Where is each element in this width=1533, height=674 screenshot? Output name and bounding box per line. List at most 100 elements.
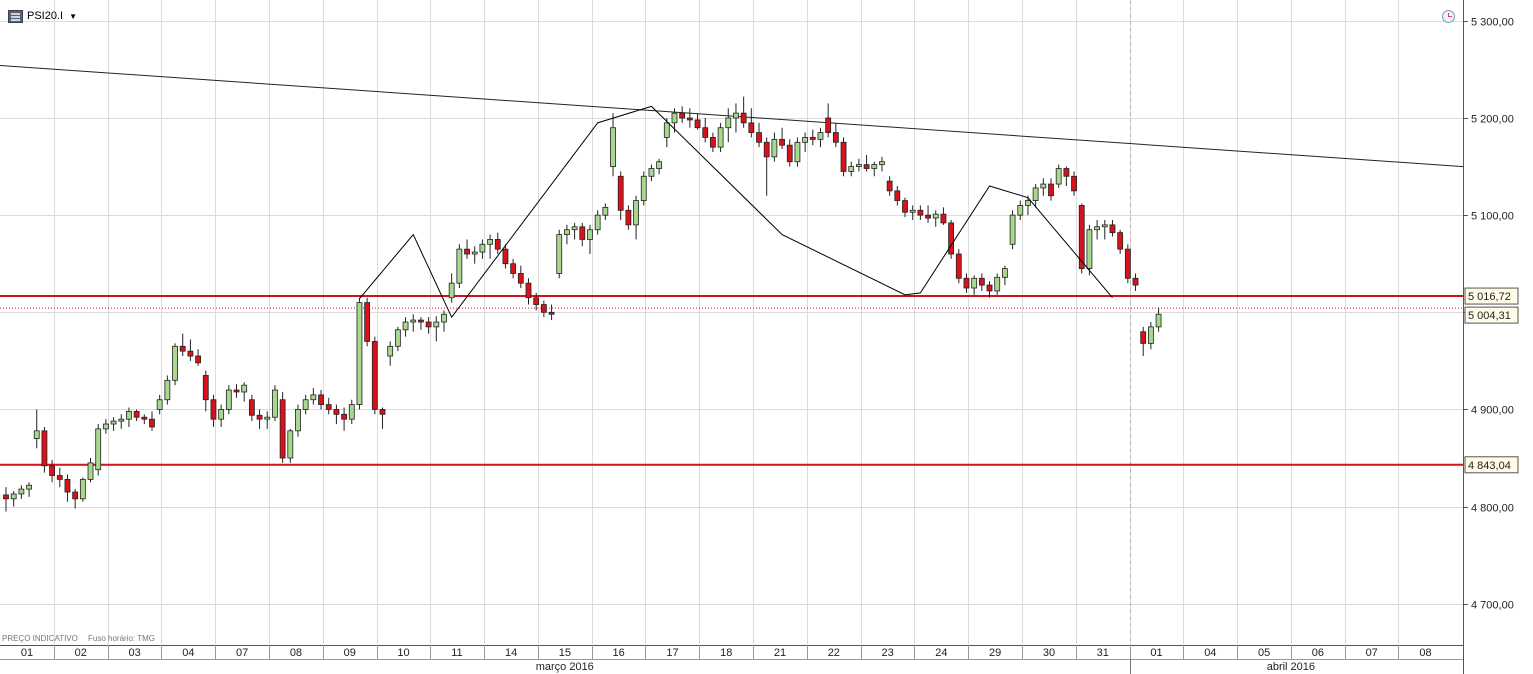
candle-up	[225, 389, 232, 410]
candle-down	[195, 355, 201, 364]
candle-up	[394, 329, 401, 347]
candle-up	[10, 493, 17, 500]
y-tick-label: 5 200,00	[1471, 114, 1514, 126]
candle-down	[179, 345, 186, 352]
candle-up	[1055, 168, 1062, 185]
candle-up	[1025, 200, 1031, 206]
chart-toolbar: PSI20.I ▼	[8, 8, 77, 24]
candle-down	[925, 214, 931, 219]
candle-up	[879, 161, 885, 166]
candle-up	[633, 200, 639, 226]
head-shoulders-pattern	[359, 105, 1113, 319]
candle-down	[502, 248, 509, 265]
candle-down	[425, 321, 432, 328]
candle-down	[809, 137, 816, 140]
x-tick-label: 01	[1150, 647, 1162, 659]
candle-up	[87, 462, 94, 480]
candle-down	[978, 277, 985, 286]
x-tick-label: 18	[720, 647, 732, 659]
candle-down	[364, 302, 371, 342]
price-note: PREÇO INDICATIVO	[2, 634, 78, 643]
candle-down	[940, 213, 947, 224]
candle-up	[295, 409, 301, 432]
candle-down	[256, 414, 263, 420]
x-tick-label: 31	[1097, 647, 1109, 659]
candle-up	[287, 430, 294, 459]
candle-down	[710, 137, 716, 148]
timezone-note: Fuso horário: TMG	[88, 634, 155, 643]
candle-up	[556, 234, 563, 274]
candle-down	[325, 404, 332, 410]
candle-up	[725, 117, 732, 129]
candle-down	[1078, 205, 1085, 269]
candle-up	[932, 213, 939, 219]
x-tick-label: 22	[828, 647, 840, 659]
candle-up	[1155, 313, 1162, 328]
candle-up	[241, 384, 248, 393]
candle-up	[479, 243, 486, 253]
candle-down	[533, 297, 540, 305]
pattern-lines	[359, 105, 1113, 319]
x-tick-label: 21	[774, 647, 786, 659]
price-level-badge	[1464, 456, 1519, 474]
x-tick-label: 07	[236, 647, 248, 659]
candle-down	[748, 122, 755, 133]
candle-up	[1086, 229, 1093, 269]
x-tick-label: 11	[451, 647, 462, 659]
candle-up	[487, 239, 493, 245]
candle-up	[733, 112, 739, 119]
candle-down	[963, 277, 970, 289]
candle-down	[786, 144, 793, 163]
candle-down	[49, 465, 56, 476]
candle-down	[694, 119, 701, 129]
x-tick-label: 03	[128, 647, 140, 659]
x-tick-label: 04	[1204, 647, 1216, 659]
candle-down	[863, 164, 870, 169]
candle-down	[548, 311, 555, 315]
candle-down	[464, 248, 470, 255]
candle-up	[602, 206, 609, 216]
candle-down	[233, 389, 240, 393]
candle-up	[871, 164, 878, 169]
candle-down	[948, 222, 955, 255]
candle-up	[571, 226, 578, 231]
x-tick-label: 24	[935, 647, 947, 659]
clock-icon[interactable]	[1442, 10, 1455, 23]
candle-down	[279, 399, 286, 459]
candle-down	[248, 399, 255, 416]
candle-up	[1009, 214, 1016, 245]
candle-down	[1048, 183, 1054, 197]
candle-up	[909, 209, 916, 213]
chart-symbol-icon[interactable]	[8, 9, 23, 23]
x-tick-label: 30	[1043, 647, 1055, 659]
candle-down	[210, 399, 217, 420]
price-level-badge	[1464, 287, 1519, 305]
candle-down	[763, 141, 770, 158]
candle-down	[886, 180, 893, 192]
candle-down	[955, 253, 962, 279]
x-tick-label: 04	[182, 647, 194, 659]
candle-down	[1109, 224, 1116, 234]
x-tick-label: 05	[1258, 647, 1270, 659]
candle-down	[740, 112, 747, 124]
symbol-label[interactable]: PSI20.I	[27, 10, 64, 22]
candle-up	[587, 229, 593, 240]
candle-down	[333, 409, 340, 415]
caret-down-icon[interactable]: ▼	[69, 11, 77, 21]
candle-down	[1063, 168, 1070, 177]
y-tick-label: 4 900,00	[1471, 405, 1514, 417]
candle-down	[56, 475, 63, 480]
price-level-label: 5 016,72	[1468, 291, 1511, 303]
candle-down	[141, 416, 148, 420]
price-axis: 4 700,00 4 800,00 4 900,00 5 100,00 5 200,00…	[1463, 17, 1519, 612]
candle-up	[1001, 268, 1008, 278]
candle-up	[648, 168, 655, 177]
candle-down	[540, 304, 547, 313]
candle-down	[686, 117, 693, 121]
candle-up	[95, 428, 102, 471]
x-tick-label: 15	[559, 647, 571, 659]
candle-down	[902, 200, 908, 213]
candle-down	[756, 132, 762, 143]
